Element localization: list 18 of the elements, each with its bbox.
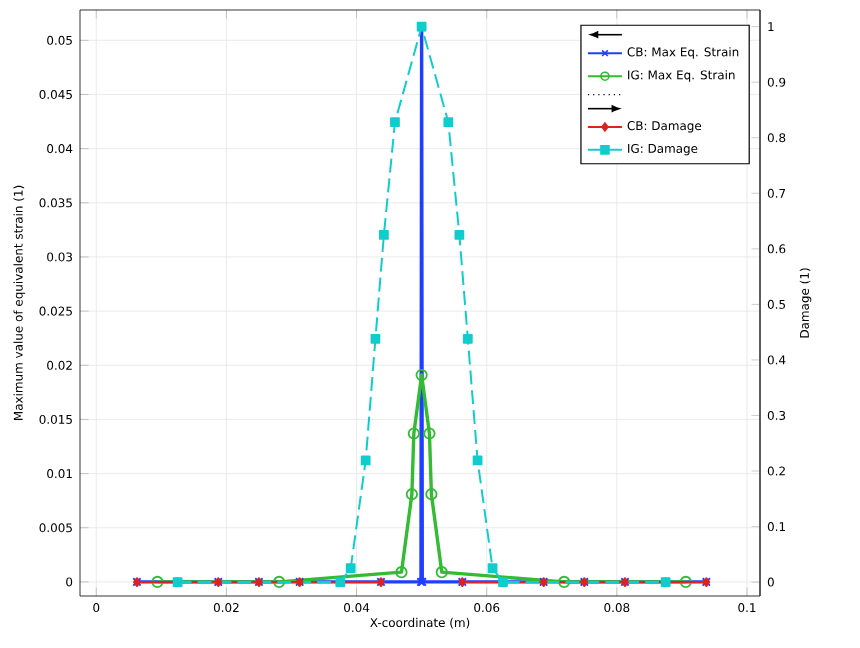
- point: [487, 563, 498, 574]
- point: [425, 488, 438, 501]
- point: [273, 575, 286, 588]
- point: [370, 333, 381, 344]
- point: [405, 488, 418, 501]
- point: [454, 230, 465, 240]
- point: [407, 427, 420, 440]
- point: [379, 230, 389, 240]
- point: [345, 563, 356, 574]
- point: [395, 566, 408, 579]
- point: [415, 368, 428, 382]
- point: [390, 117, 400, 128]
- point: [443, 117, 454, 128]
- point: [462, 333, 473, 344]
- point: [360, 455, 371, 466]
- point: [558, 575, 571, 588]
- point: [435, 566, 448, 579]
- point: [423, 427, 436, 440]
